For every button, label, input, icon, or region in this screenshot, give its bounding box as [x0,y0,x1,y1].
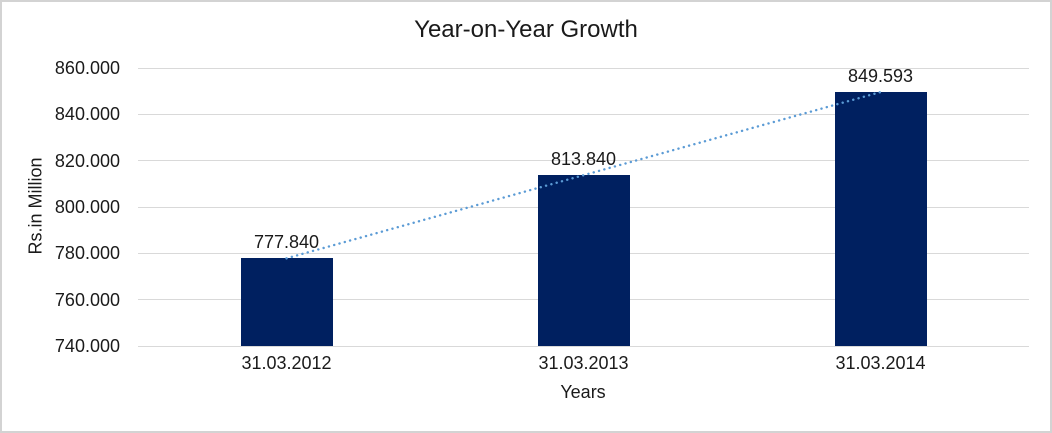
x-category-label: 31.03.2014 [835,353,926,373]
y-tick-label: 760.000 [54,289,120,310]
bar [834,92,927,346]
y-tick-label: 860.000 [54,58,120,78]
y-tick-label: 780.000 [54,243,120,264]
x-category-label: 31.03.2012 [241,353,332,373]
chart-title: Year-on-Year Growth [414,16,638,43]
gridline [138,67,1029,69]
bar-value-label: 849.593 [847,66,914,87]
x-axis-title: Years [560,382,606,402]
y-tick-label: 800.000 [54,197,120,217]
bar [537,174,630,346]
y-tick-label: 820.000 [54,150,120,171]
gridline [138,345,1029,347]
y-tick-label: 840.000 [54,104,120,125]
bar [240,258,333,346]
y-tick-label: 740.000 [54,336,120,356]
bar-value-label: 813.840 [550,148,617,169]
x-category-label: 31.03.2013 [538,353,629,373]
bar-value-label: 777.840 [253,232,320,253]
